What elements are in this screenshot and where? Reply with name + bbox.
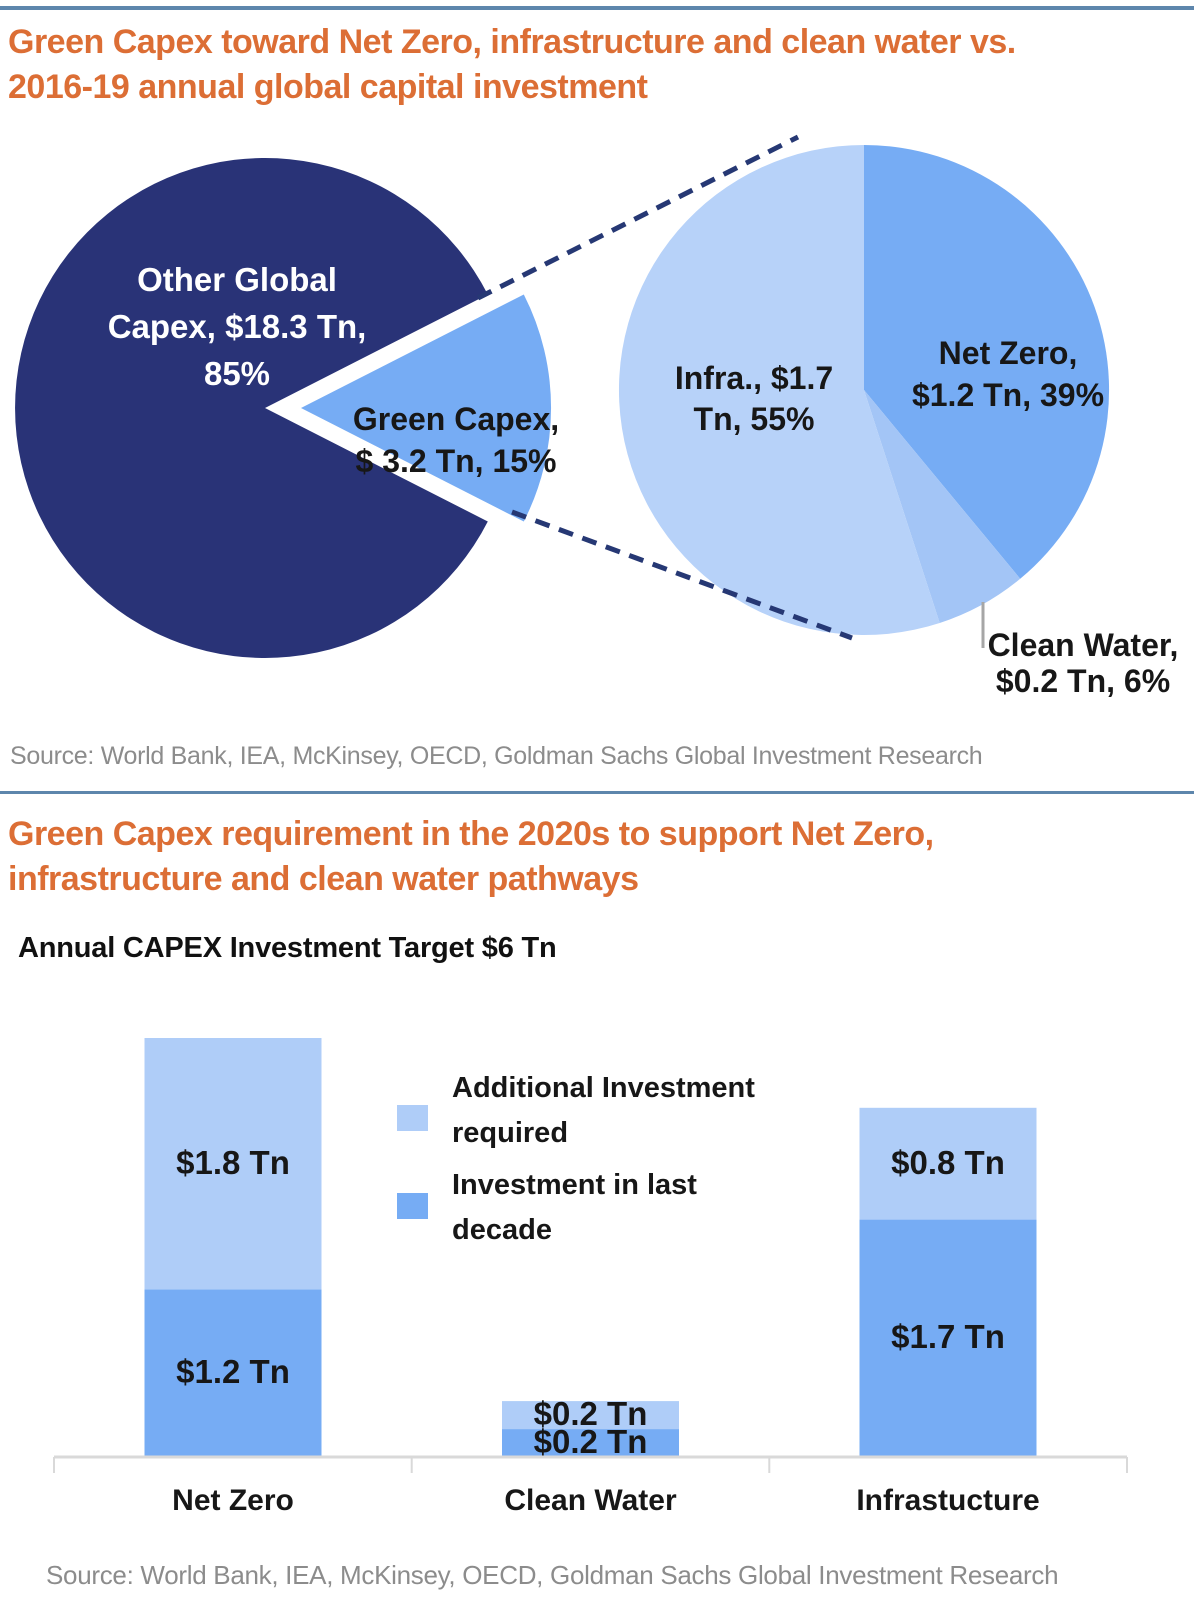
slice-label-line: Capex, $18.3 Tn,: [107, 308, 367, 345]
slice-label-line: Green Capex,: [352, 401, 560, 437]
section2-title-line2: infrastructure and clean water pathways: [8, 860, 639, 898]
pie-green-capex-breakdown: [618, 144, 1110, 636]
pie-charts-canvas: [15, 134, 1110, 658]
section2-source: Source: World Bank, IEA, McKinsey, OECD,…: [46, 1560, 1059, 1590]
section1-title-line1: Green Capex toward Net Zero, infrastruct…: [8, 23, 1016, 61]
legend-label-line: required: [452, 1117, 569, 1149]
pie-slice-other-global-capex: [15, 158, 488, 658]
legend-item-additional-investment: Additional Investment required: [397, 1066, 817, 1156]
bar-segment: [859, 1107, 1037, 1220]
slice-label-line: Net Zero,: [938, 335, 1078, 371]
slice-label-other-global-capex: Other Global Capex, $18.3 Tn, 85%: [97, 256, 377, 397]
slice-label-green-capex: Green Capex, $ 3.2 Tn, 15%: [351, 398, 561, 482]
bar-segment: [144, 1289, 322, 1457]
slice-label-line: Clean Water,: [987, 627, 1179, 663]
middle-divider-rule: [0, 791, 1194, 794]
legend-swatch-light-blue: [397, 1105, 428, 1131]
slice-label-line: Tn, 55%: [693, 401, 815, 437]
zoom-dashed-line-upper: [476, 134, 800, 301]
pie-global-capex: [15, 158, 552, 658]
bar-series-group: [144, 1038, 1037, 1457]
bar-chart-canvas: [53, 1038, 1128, 1473]
bar-segment: [144, 1038, 322, 1290]
slice-label-infrastructure: Infra., $1.7 Tn, 55%: [654, 358, 854, 440]
pie-slice-infrastructure: [618, 144, 940, 636]
legend-label-line: Investment in last: [452, 1169, 697, 1201]
zoom-dashed-line-lower: [511, 509, 853, 641]
slice-label-net-zero: Net Zero, $1.2 Tn, 39%: [898, 332, 1118, 416]
legend-swatch-medium-blue: [397, 1193, 428, 1219]
section1-title-line2: 2016-19 annual global capital investment: [8, 68, 648, 106]
slice-label-line: $ 3.2 Tn, 15%: [355, 443, 557, 479]
section1-title: Green Capex toward Net Zero, infrastruct…: [8, 20, 1188, 110]
bar-segment: [859, 1219, 1037, 1457]
slice-label-clean-water: Clean Water, $0.2 Tn, 6%: [973, 627, 1193, 699]
pie-slice-net-zero: [864, 145, 1110, 579]
legend-label-line: Additional Investment: [452, 1072, 755, 1104]
section1-source: Source: World Bank, IEA, McKinsey, OECD,…: [10, 742, 983, 770]
legend-label-line: decade: [452, 1214, 552, 1246]
section2-title-line1: Green Capex requirement in the 2020s to …: [8, 815, 934, 853]
x-axis-group: [53, 1455, 1128, 1473]
top-divider-rule: [0, 6, 1194, 10]
pie-slice-green-capex: [301, 294, 552, 522]
legend-label: Investment in last decade: [452, 1163, 817, 1253]
slice-label-line: $1.2 Tn, 39%: [911, 377, 1105, 413]
bar-chart-heading: Annual CAPEX Investment Target $6 Tn: [18, 932, 557, 964]
section2-title: Green Capex requirement in the 2020s to …: [8, 812, 1188, 902]
slice-label-line: $0.2 Tn, 6%: [995, 663, 1171, 699]
legend-item-investment-last-decade: Investment in last decade: [397, 1163, 817, 1253]
slice-label-line: Infra., $1.7: [674, 360, 834, 396]
pie-slice-clean-water: [864, 390, 1021, 623]
slice-label-line: Other Global: [137, 261, 337, 298]
legend-label: Additional Investment required: [452, 1066, 817, 1156]
bar-segment: [502, 1401, 679, 1429]
bar-segment: [502, 1429, 679, 1457]
slice-label-line: 85%: [203, 355, 271, 392]
